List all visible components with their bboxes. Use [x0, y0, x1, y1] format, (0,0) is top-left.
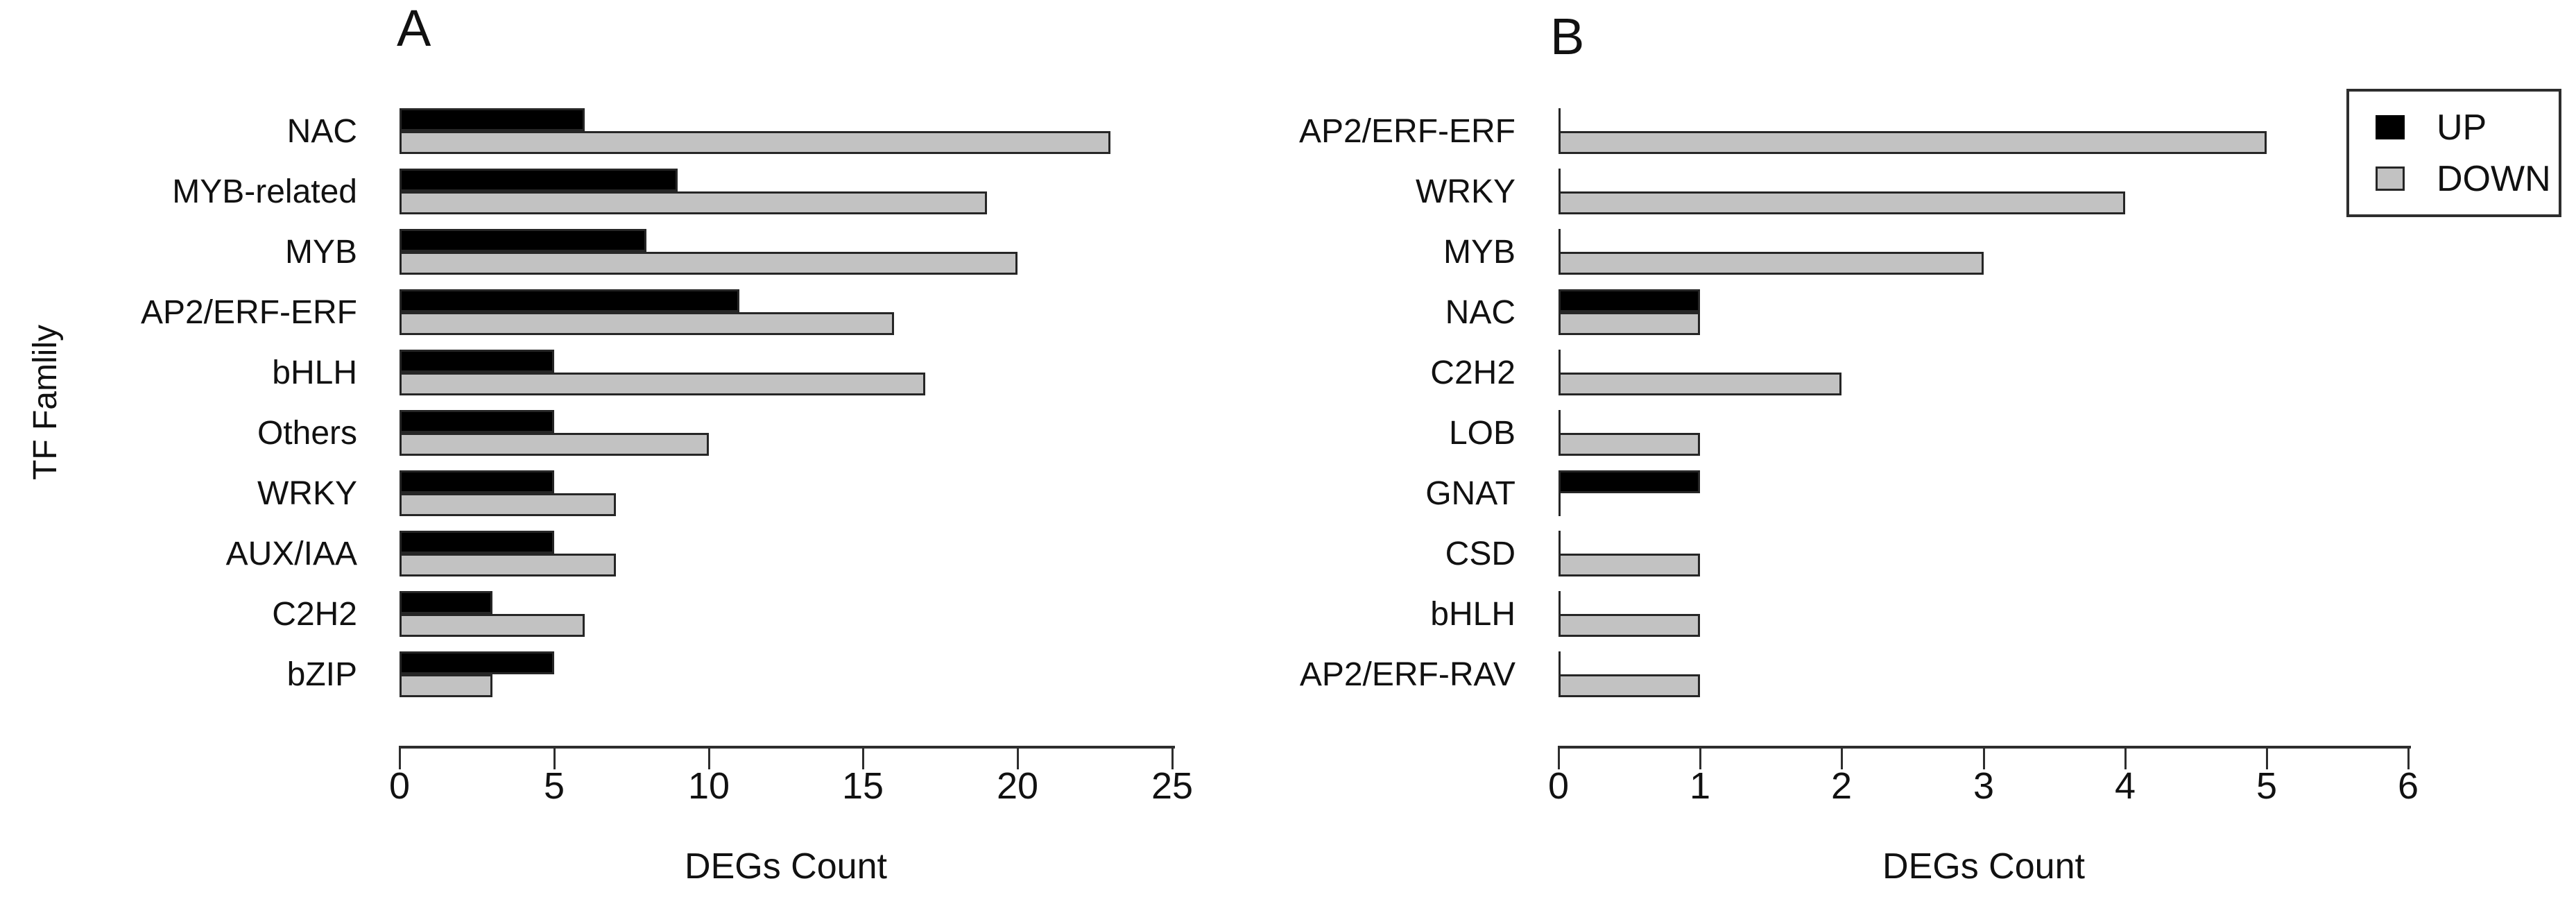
- tick-label: 6: [2397, 765, 2419, 807]
- bar-down: [1559, 674, 1700, 697]
- bar-up: [1559, 289, 1700, 312]
- up-swatch-icon: [2376, 115, 2405, 139]
- bar-down: [1559, 433, 1700, 456]
- panel-b-title: B: [1550, 8, 1585, 65]
- bar-up-zero: [1559, 531, 1561, 554]
- bar-up-zero: [1559, 229, 1561, 252]
- bar-down-zero: [1559, 493, 1561, 516]
- category-label: MYB: [284, 233, 357, 271]
- tick-label: 20: [996, 765, 1039, 807]
- category-label: GNAT: [1425, 475, 1515, 512]
- bar-down: [400, 493, 616, 516]
- x-axis-title: DEGs Count: [1882, 846, 2085, 887]
- x-axis-tick: [1017, 746, 1019, 769]
- x-axis-tick: [1983, 746, 1985, 769]
- x-axis-tick: [708, 746, 710, 769]
- x-axis-tick: [399, 746, 401, 769]
- tick-label: 0: [388, 765, 411, 807]
- x-axis-tick: [1171, 746, 1174, 769]
- bar-up: [400, 531, 554, 554]
- bar-down: [400, 674, 492, 697]
- bar-down: [1559, 131, 2267, 154]
- bar-up: [400, 591, 492, 614]
- category-label: WRKY: [257, 475, 357, 512]
- category-label: NAC: [1445, 293, 1515, 331]
- bar-down: [1559, 312, 1700, 335]
- category-label: AUX/IAA: [225, 535, 357, 572]
- tick-label: 3: [1973, 765, 1995, 807]
- category-label: WRKY: [1416, 173, 1515, 210]
- x-axis-tick: [1841, 746, 1843, 769]
- bar-up: [400, 350, 554, 373]
- category-label: Others: [257, 414, 357, 452]
- x-axis-tick: [862, 746, 864, 769]
- bar-up: [400, 169, 678, 191]
- x-axis-title: DEGs Count: [685, 846, 887, 887]
- bar-down: [400, 373, 925, 395]
- bar-down: [1559, 554, 1700, 576]
- category-label: AP2/ERF-ERF: [140, 293, 357, 331]
- bar-up-zero: [1559, 108, 1561, 131]
- bar-up-zero: [1559, 410, 1561, 433]
- legend-item-down: DOWN: [2376, 161, 2559, 197]
- bar-down: [400, 191, 987, 214]
- tick-label: 10: [687, 765, 730, 807]
- x-axis-tick: [2407, 746, 2410, 769]
- category-label: AP2/ERF-ERF: [1298, 112, 1515, 150]
- category-label: AP2/ERF-RAV: [1299, 656, 1515, 693]
- category-label: bZIP: [286, 656, 357, 693]
- tick-label: 4: [2114, 765, 2136, 807]
- bar-up-zero: [1559, 350, 1561, 373]
- bar-up-zero: [1559, 651, 1561, 674]
- legend-item-up: UP: [2376, 110, 2559, 146]
- category-label: MYB-related: [172, 173, 357, 210]
- legend-box: UP DOWN: [2346, 89, 2561, 217]
- bar-up: [400, 229, 646, 252]
- bar-down: [400, 554, 616, 576]
- bar-down: [1559, 252, 1984, 275]
- bar-up: [400, 410, 554, 433]
- bar-down: [1559, 614, 1700, 637]
- x-axis-tick: [2266, 746, 2268, 769]
- tick-label: 25: [1151, 765, 1194, 807]
- panel-a-title: A: [397, 0, 431, 57]
- x-axis-tick: [1699, 746, 1701, 769]
- tick-label: 0: [1547, 765, 1570, 807]
- bar-down: [1559, 191, 2125, 214]
- bar-up: [400, 470, 554, 493]
- bar-up: [400, 289, 739, 312]
- legend-down-label: DOWN: [2437, 158, 2551, 199]
- bar-down: [400, 614, 585, 637]
- category-label: C2H2: [272, 595, 357, 633]
- bar-down: [400, 312, 894, 335]
- x-axis-tick: [553, 746, 556, 769]
- legend-up-label: UP: [2437, 107, 2487, 148]
- down-swatch-icon: [2376, 166, 2405, 191]
- x-axis-tick: [1558, 746, 1560, 769]
- bar-up-zero: [1559, 169, 1561, 191]
- x-axis-line: [400, 746, 1175, 749]
- category-label: NAC: [286, 112, 357, 150]
- tick-label: 15: [841, 765, 884, 807]
- category-label: C2H2: [1430, 354, 1515, 391]
- category-label: MYB: [1443, 233, 1515, 271]
- bar-up: [400, 651, 554, 674]
- tick-label: 5: [543, 765, 565, 807]
- bar-down: [400, 252, 1017, 275]
- bar-down: [400, 433, 709, 456]
- category-label: bHLH: [1430, 595, 1515, 633]
- category-label: CSD: [1445, 535, 1515, 572]
- bar-up-zero: [1559, 591, 1561, 614]
- x-axis-tick: [2124, 746, 2127, 769]
- category-label: LOB: [1448, 414, 1515, 452]
- tick-label: 5: [2256, 765, 2278, 807]
- bar-down: [1559, 373, 1841, 395]
- bar-up: [1559, 470, 1700, 493]
- tick-label: 2: [1830, 765, 1853, 807]
- category-label: bHLH: [272, 354, 357, 391]
- tick-label: 1: [1689, 765, 1711, 807]
- bar-down: [400, 131, 1110, 154]
- bar-up: [400, 108, 585, 131]
